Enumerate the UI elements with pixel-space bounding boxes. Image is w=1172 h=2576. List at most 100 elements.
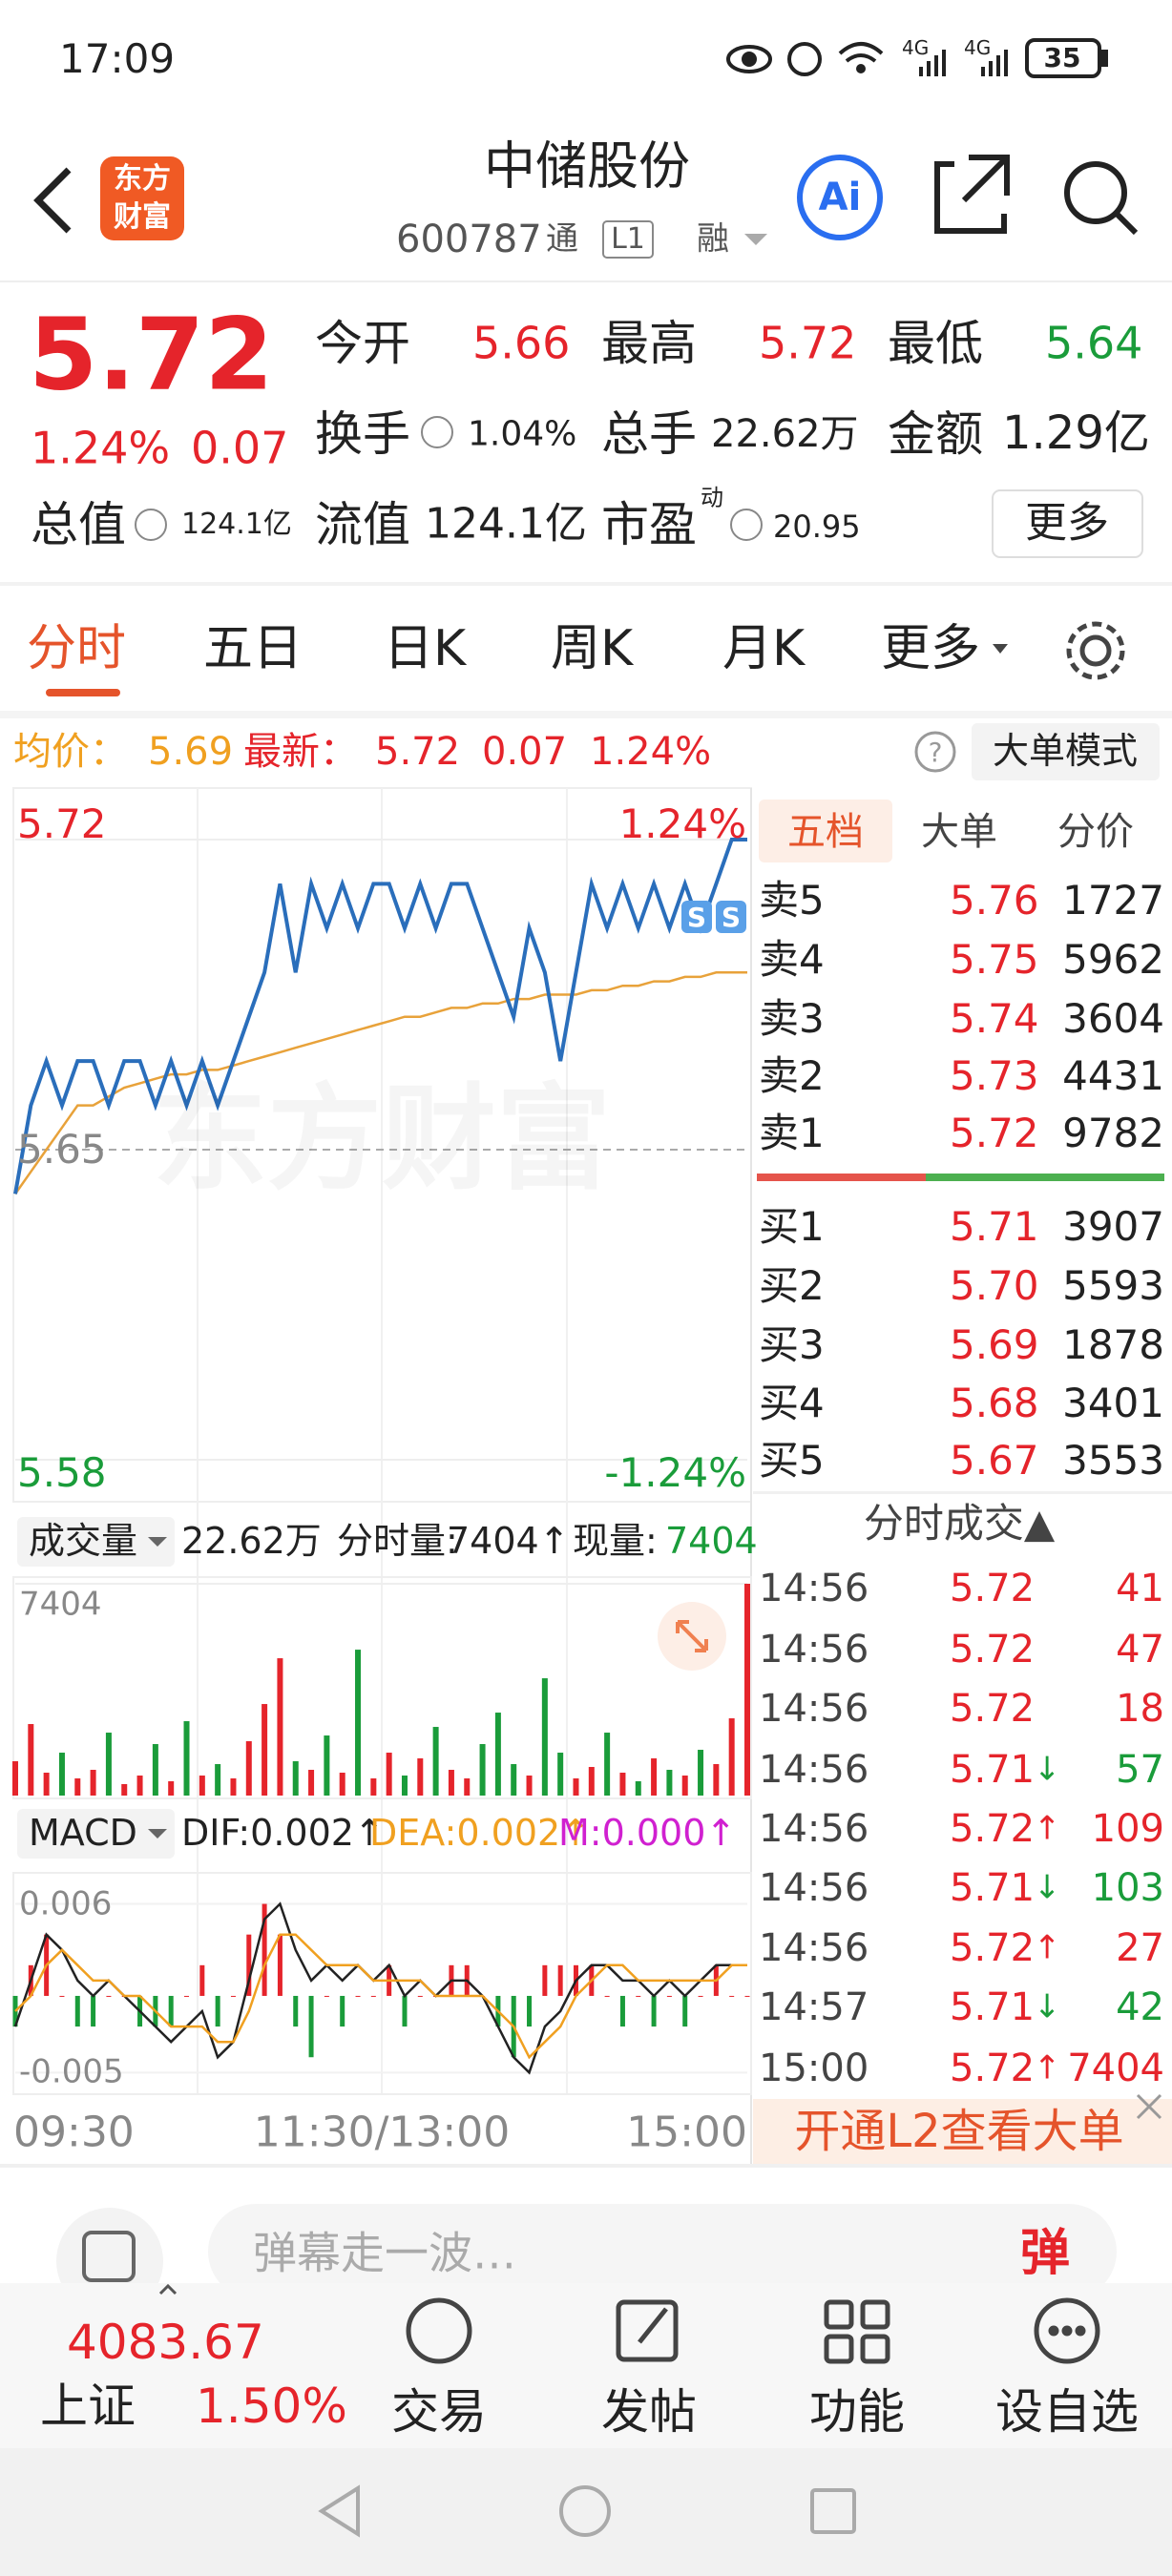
macd-bar xyxy=(636,1995,641,1997)
settings-button[interactable] xyxy=(1066,621,1125,680)
search-button[interactable] xyxy=(1064,161,1139,236)
trade-arrow: ↑ xyxy=(1034,1928,1061,1967)
volume-frame xyxy=(12,1576,752,1799)
index-change: 1.50% xyxy=(196,2379,347,2434)
volume-bar xyxy=(494,1713,501,1796)
x-axis-label: 11:30/13:00 xyxy=(253,2108,511,2157)
macd-dropdown[interactable] xyxy=(17,1809,175,1859)
nav-icons xyxy=(406,2297,1100,2364)
more-button[interactable] xyxy=(992,489,1143,558)
trade-marker-label: S xyxy=(686,902,707,934)
book-price: 5.67 xyxy=(950,1436,1039,1484)
tab[interactable]: 日K xyxy=(383,619,467,677)
nav-item[interactable]: 交易 xyxy=(391,2384,487,2440)
trade-price: 5.72 xyxy=(950,1567,1036,1610)
y-tick-label: 5.58 xyxy=(17,1448,107,1496)
nav-item[interactable]: 功能 xyxy=(809,2384,905,2440)
macd-bar xyxy=(682,1995,688,2027)
macd-bar xyxy=(230,1995,236,1997)
volume-bar xyxy=(386,1753,392,1796)
help-icon[interactable] xyxy=(914,731,956,773)
book-level: 卖1 xyxy=(759,1109,825,1156)
volume-bar xyxy=(417,1758,424,1796)
change-percent: 1.24% xyxy=(31,422,171,474)
macd-bar xyxy=(168,1995,174,2027)
volume-bar xyxy=(526,1776,533,1796)
help-label[interactable]: ? xyxy=(928,737,943,769)
volume-bar xyxy=(168,1781,175,1796)
macd-bar xyxy=(340,1995,345,2027)
comment-icon xyxy=(82,2231,136,2282)
tab[interactable]: 周K xyxy=(550,619,634,677)
l2-banner[interactable]: 开通L2查看大单 xyxy=(794,2105,1124,2159)
trade-volume: 27 xyxy=(1116,1926,1164,1970)
volume-bar xyxy=(262,1704,268,1796)
macd-bar xyxy=(355,1995,361,1997)
active-tab-underline xyxy=(46,689,120,696)
system-nav[interactable] xyxy=(318,2484,856,2538)
ai-label[interactable]: Ai xyxy=(818,176,862,219)
index-name: 上证 xyxy=(40,2379,136,2434)
close-banner[interactable] xyxy=(1136,2093,1162,2120)
tab[interactable]: 月K xyxy=(722,619,806,677)
volume-bar xyxy=(308,1770,315,1796)
book-tab[interactable]: 五档 xyxy=(787,810,864,854)
y-tick-label: 5.65 xyxy=(17,1125,107,1173)
trade-volume: 7404 xyxy=(1067,2046,1164,2090)
volume-bar xyxy=(28,1724,34,1796)
nav-item[interactable]: 设自选 xyxy=(995,2384,1139,2440)
field-label: 流值 xyxy=(315,497,410,552)
book-tab[interactable]: 分价 xyxy=(1057,810,1134,854)
more-button-label[interactable]: 更多 xyxy=(1025,498,1109,548)
book-level: 买4 xyxy=(759,1379,825,1426)
chart-vgrid xyxy=(197,788,568,2095)
trades-title[interactable]: 分时成交▲ xyxy=(863,1499,1056,1547)
book-volume: 5962 xyxy=(1062,935,1164,983)
book-volume: 3604 xyxy=(1062,994,1164,1042)
ai-button[interactable] xyxy=(797,155,883,240)
volume-bar xyxy=(479,1744,486,1796)
volume-bar xyxy=(58,1753,65,1796)
comment-placeholder[interactable]: 弹幕走一波… xyxy=(253,2227,516,2279)
nav-item[interactable]: 发帖 xyxy=(601,2384,697,2440)
volume-bar xyxy=(199,1776,205,1796)
field-value: 1.29亿 xyxy=(1002,406,1150,461)
back-button[interactable] xyxy=(33,167,72,234)
volume-bar xyxy=(464,1778,471,1796)
macd-bar xyxy=(74,1995,80,2027)
mode-button-label[interactable]: 大单模式 xyxy=(992,730,1139,773)
l2-banner-bg[interactable] xyxy=(753,2099,1172,2164)
book-volume: 4431 xyxy=(1062,1051,1164,1099)
book-volume: 5593 xyxy=(1062,1261,1164,1309)
trade-volume: 42 xyxy=(1116,1985,1164,2029)
tab[interactable]: 五日 xyxy=(202,619,303,677)
price-line xyxy=(13,838,747,1195)
trade-price: 5.71 xyxy=(950,1866,1036,1910)
book-price: 5.68 xyxy=(950,1379,1039,1426)
trade-time: 14:57 xyxy=(759,1985,869,2029)
tab[interactable]: 分时 xyxy=(26,619,127,677)
percent-label: 1.24% xyxy=(618,800,746,847)
trade-price: 5.72 xyxy=(950,1628,1036,1672)
danmaku-button[interactable]: 弹 xyxy=(1019,2224,1071,2282)
trade-price: 5.71 xyxy=(950,1748,1036,1792)
field-value: 5.66 xyxy=(472,317,571,369)
share-button[interactable] xyxy=(934,155,1010,234)
latest-label: 最新： xyxy=(243,730,358,774)
comment-input[interactable] xyxy=(208,2204,1117,2299)
volume-dropdown[interactable] xyxy=(17,1517,175,1567)
book-tab[interactable]: 大单 xyxy=(921,810,997,854)
field-note: 动 xyxy=(701,484,723,511)
volume-bar xyxy=(681,1776,688,1796)
trade-marker-label: S xyxy=(721,902,742,934)
mode-button-bg[interactable] xyxy=(972,723,1160,780)
tab[interactable]: 更多 xyxy=(880,619,981,677)
volume-bar xyxy=(90,1770,96,1796)
trade-time: 14:56 xyxy=(759,1687,869,1731)
macd-bar xyxy=(527,1995,533,2027)
macd-bar xyxy=(370,1995,376,1997)
macd-field: DIF:0.002↑ xyxy=(181,1812,385,1855)
